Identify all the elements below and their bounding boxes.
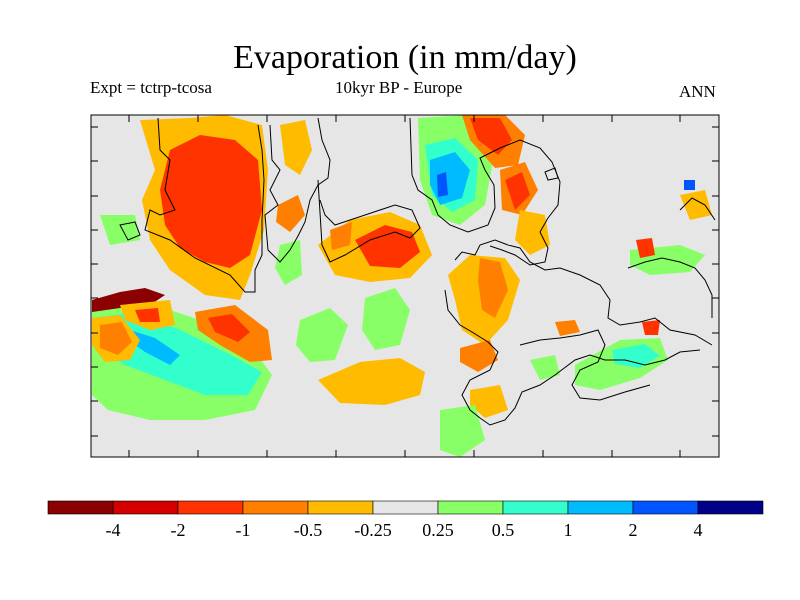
field-patch bbox=[460, 340, 498, 372]
field-patch bbox=[362, 288, 410, 350]
field-patch bbox=[684, 180, 695, 190]
coastline bbox=[409, 117, 561, 266]
field-patch bbox=[612, 344, 660, 368]
colorbar-swatch bbox=[697, 500, 764, 515]
coastline bbox=[144, 117, 265, 293]
colorbar-tick-label: -0.5 bbox=[294, 520, 323, 540]
field-patch bbox=[296, 308, 348, 362]
colorbar-tick-label: -0.25 bbox=[354, 520, 392, 540]
colorbar-swatch bbox=[112, 500, 179, 515]
field-layer bbox=[92, 115, 712, 457]
colorbar-swatch bbox=[437, 500, 504, 515]
colorbar-swatch bbox=[307, 500, 374, 515]
field-patch bbox=[160, 135, 262, 268]
field-patch bbox=[276, 195, 305, 232]
field-patch bbox=[280, 120, 312, 175]
colorbar-swatch bbox=[632, 500, 699, 515]
field-patch bbox=[92, 288, 165, 312]
colorbar-tick-label: -4 bbox=[106, 520, 121, 540]
field-patch bbox=[680, 190, 712, 220]
field-patch bbox=[318, 358, 425, 405]
chart-title: Evaporation (in mm/day) bbox=[233, 39, 577, 76]
colorbar-swatch bbox=[177, 500, 244, 515]
coastline bbox=[454, 239, 713, 346]
field-patch bbox=[440, 405, 485, 457]
coastline bbox=[679, 197, 716, 221]
colorbar-tick-label: 1 bbox=[564, 520, 573, 540]
colorbar-tick-label: 0.5 bbox=[492, 520, 515, 540]
field-patch bbox=[642, 320, 660, 335]
coastlines bbox=[119, 117, 716, 426]
coastline bbox=[627, 257, 713, 318]
coastline bbox=[119, 221, 141, 241]
coastline bbox=[444, 289, 701, 426]
coastline bbox=[264, 117, 331, 263]
season-label: ANN bbox=[679, 82, 716, 101]
colorbar-tick-label: -2 bbox=[171, 520, 186, 540]
field-patch bbox=[530, 355, 560, 380]
colorbar-swatch bbox=[47, 500, 114, 515]
field-patch bbox=[505, 172, 530, 210]
field-patch bbox=[515, 210, 550, 255]
colorbar: -4 -2 -1 -0.5 -0.25 0.25 0.5 1 2 4 bbox=[47, 500, 764, 540]
field-patch bbox=[437, 172, 448, 197]
field-patch bbox=[555, 320, 580, 336]
coastline bbox=[544, 167, 559, 181]
field-patch bbox=[208, 314, 250, 342]
colorbar-tick-label: -1 bbox=[236, 520, 251, 540]
colorbar-tick-label: 4 bbox=[694, 520, 703, 540]
colorbar-swatch bbox=[567, 500, 634, 515]
field-patch bbox=[470, 385, 508, 418]
field-patch bbox=[330, 222, 352, 250]
field-patch bbox=[100, 322, 132, 355]
colorbar-swatch bbox=[502, 500, 569, 515]
coastline bbox=[317, 179, 421, 263]
colorbar-swatch bbox=[372, 500, 439, 515]
colorbar-tick-label: 2 bbox=[629, 520, 638, 540]
field-patch bbox=[275, 240, 302, 285]
colorbar-tick-label: 0.25 bbox=[422, 520, 454, 540]
field-patch bbox=[478, 258, 508, 318]
field-patch bbox=[135, 308, 160, 322]
period-region-label: 10kyr BP - Europe bbox=[335, 78, 463, 97]
field-patch bbox=[128, 330, 180, 365]
colorbar-swatch bbox=[242, 500, 309, 515]
field-patch bbox=[470, 118, 512, 155]
coastline bbox=[519, 329, 651, 401]
field-patch bbox=[636, 238, 655, 258]
experiment-label: Expt = tctrp-tcosa bbox=[90, 78, 212, 97]
map-ticks bbox=[91, 115, 719, 457]
